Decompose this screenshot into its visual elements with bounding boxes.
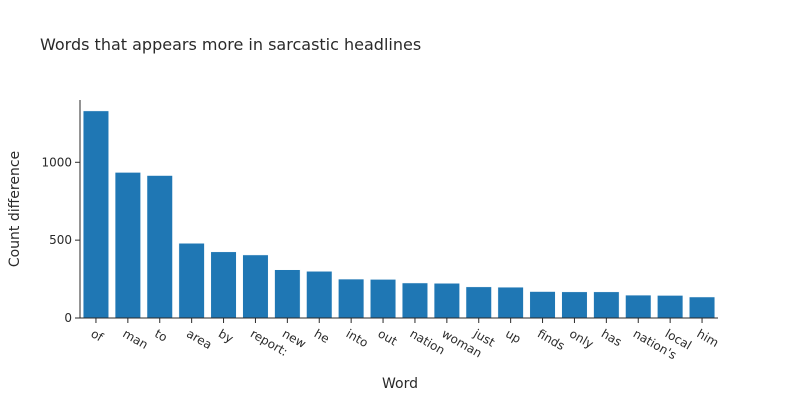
x-axis-title: Word	[382, 376, 418, 392]
x-tick-label: only	[567, 326, 596, 351]
bar-new	[274, 269, 301, 319]
bar-nation's	[625, 294, 652, 319]
bar-he	[306, 271, 333, 319]
x-tick-label: nation	[407, 326, 447, 357]
y-axis-title: Count difference	[7, 151, 23, 267]
bars-group	[82, 110, 716, 319]
bar-by	[210, 251, 237, 319]
x-tick-label: has	[599, 326, 624, 349]
bar-man	[114, 172, 141, 319]
y-tick-label: 0	[64, 311, 72, 325]
bar-area	[178, 243, 205, 319]
bar-local	[657, 295, 684, 319]
bar-of	[82, 110, 109, 319]
x-tick-label: man	[120, 326, 150, 351]
x-axis: of man to area by report:new he into out nationwo…	[80, 317, 722, 362]
x-tick-label: up	[503, 326, 523, 346]
x-tick-label: area	[184, 326, 214, 352]
bar-nation	[401, 282, 428, 319]
bar-to	[146, 175, 173, 319]
bar-out	[370, 279, 397, 319]
y-axis: 0 500 1000	[41, 100, 81, 325]
bar-just	[465, 286, 492, 319]
y-tick-label: 1000	[41, 155, 72, 169]
bar-into	[338, 278, 365, 319]
x-tick-label: of	[88, 326, 106, 344]
bar-only	[561, 291, 588, 319]
x-tick-label: into	[344, 326, 371, 350]
x-tick-label: to	[152, 326, 169, 344]
bar-report:	[242, 254, 269, 319]
x-tick-label: him	[695, 326, 722, 349]
y-tick-label: 500	[49, 233, 72, 247]
chart-title: Words that appears more in sarcastic hea…	[40, 35, 421, 54]
bar-up	[497, 286, 524, 319]
bar-woman	[433, 283, 460, 319]
bar-has	[593, 291, 620, 319]
x-tick-label: he	[312, 326, 332, 346]
x-tick-label: finds	[535, 326, 567, 353]
x-tick-label: by	[216, 326, 236, 345]
bar-finds	[529, 291, 556, 319]
bar-him	[689, 296, 716, 319]
x-tick-label: out	[376, 326, 400, 348]
